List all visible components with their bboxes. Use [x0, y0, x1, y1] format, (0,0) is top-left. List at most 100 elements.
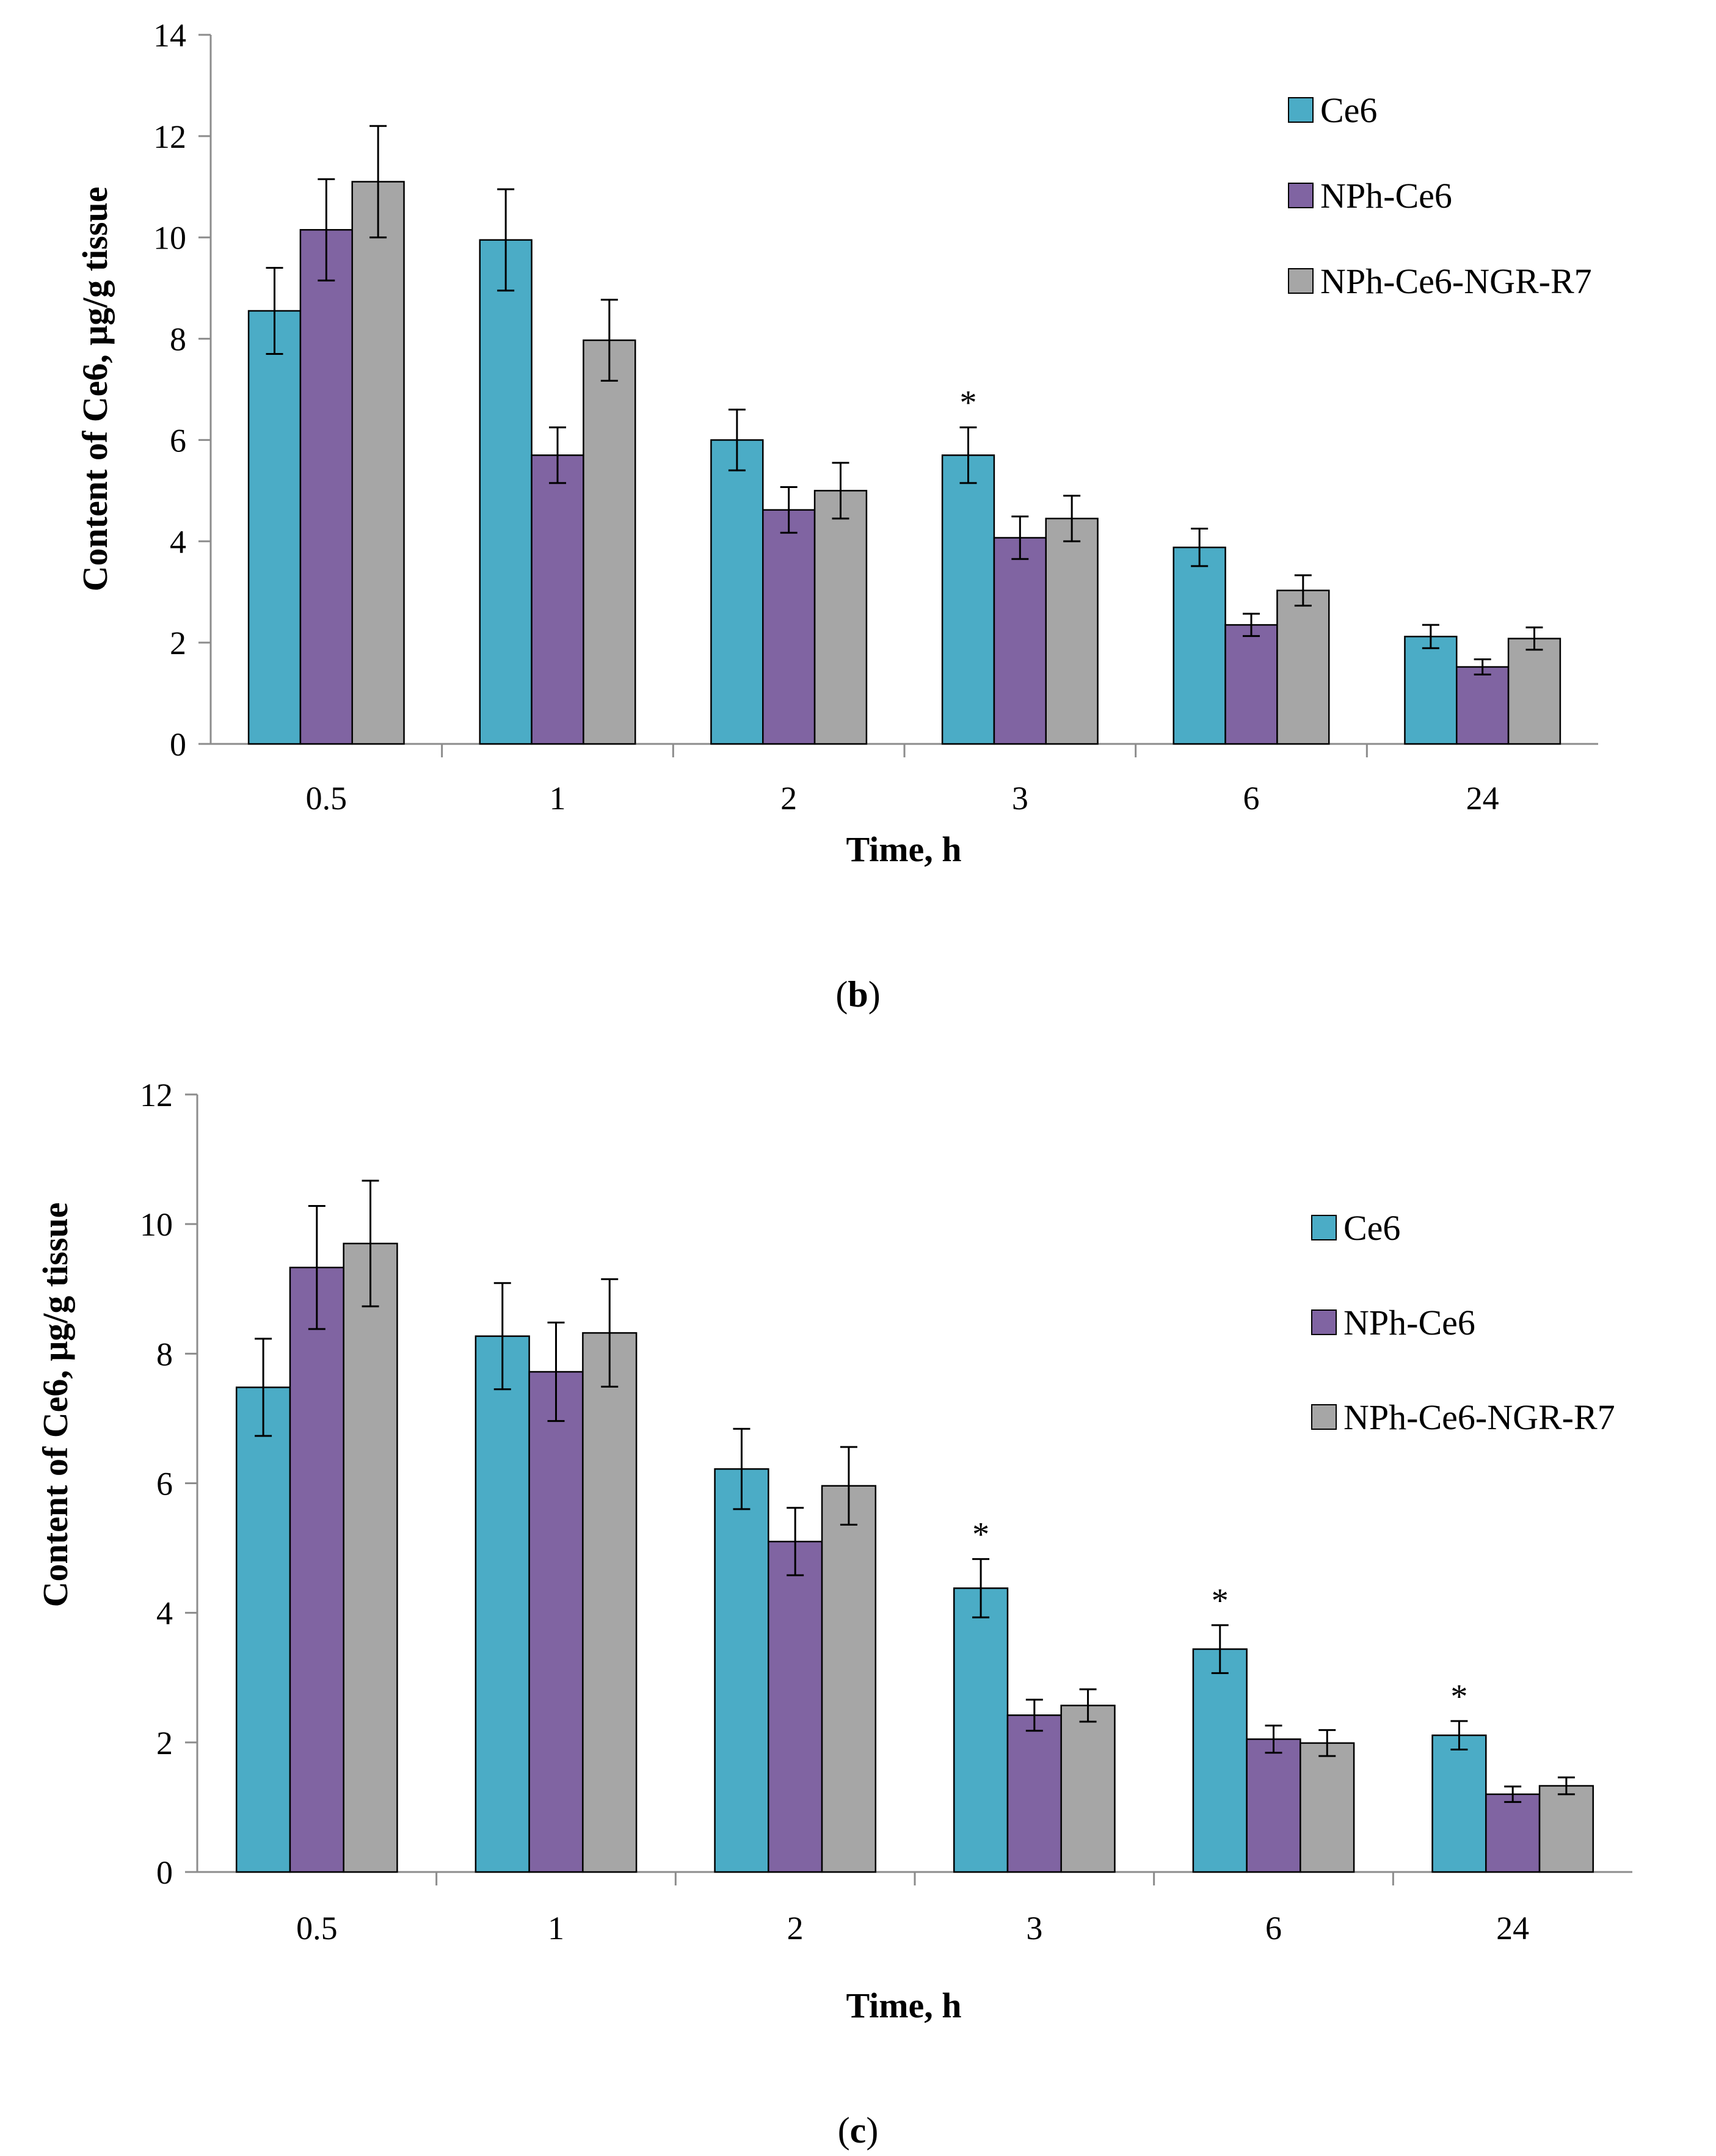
bar-nph-ce6-24 — [1485, 1793, 1541, 1873]
legend-label: Ce6 — [1320, 90, 1377, 130]
bar-nph-ce6-ngr-r7-3 — [1060, 1705, 1116, 1873]
y-tick-label: 6 — [170, 422, 186, 459]
error-bar — [840, 1446, 857, 1526]
x-tick-label: 3 — [1026, 1910, 1042, 1947]
x-tick-label: 2 — [787, 1910, 804, 1947]
x-tick-label: 0.5 — [296, 1910, 338, 1947]
bar-nph-ce6-0.5 — [299, 229, 353, 745]
error-bar — [549, 426, 566, 484]
error-bar — [1294, 574, 1312, 607]
x-tick-label: 3 — [1012, 780, 1028, 817]
error-bar — [780, 486, 798, 534]
legend: Ce6 NPh-Ce6 NPh-Ce6-NGR-R7 — [1311, 1208, 1615, 1437]
error-bar — [266, 266, 283, 355]
significance-marker: * — [960, 384, 977, 422]
panel-label: (c) — [838, 2110, 879, 2151]
bar-ce6-0.5 — [235, 1386, 291, 1873]
y-tick-label: 12 — [140, 1077, 173, 1113]
error-bar — [733, 1427, 751, 1510]
x-tick-label: 6 — [1265, 1910, 1282, 1947]
x-tick-label: 1 — [550, 780, 566, 817]
error-bar — [1422, 624, 1439, 649]
significance-marker: * — [1450, 1678, 1467, 1716]
error-bar — [1011, 515, 1029, 560]
y-tick-label: 0 — [156, 1854, 173, 1891]
bar-ce6-3 — [941, 454, 995, 745]
bar-nph-ce6-1 — [531, 454, 584, 745]
bar-nph-ce6-0.5 — [289, 1266, 344, 1873]
error-bar — [1504, 1785, 1522, 1803]
legend-swatch — [1311, 1215, 1337, 1240]
bar-ce6-1 — [479, 239, 533, 745]
error-bar — [601, 1278, 619, 1388]
bar-nph-ce6-2 — [762, 509, 816, 745]
legend-swatch — [1288, 97, 1314, 123]
legend-swatch — [1311, 1404, 1337, 1430]
bar-nph-ce6-3 — [1006, 1714, 1062, 1873]
y-tick-label: 12 — [153, 118, 186, 155]
error-bar — [369, 125, 387, 239]
error-bar — [1191, 528, 1209, 567]
y-tick-label: 14 — [153, 17, 186, 54]
bar-nph-ce6-1 — [528, 1371, 584, 1873]
significance-marker: * — [1212, 1582, 1229, 1620]
error-bar — [318, 178, 335, 282]
error-bar — [1025, 1699, 1043, 1732]
y-tick-label: 8 — [170, 321, 186, 358]
error-bar — [362, 1179, 379, 1308]
error-bar — [1243, 613, 1260, 637]
panel-label: (b) — [835, 974, 880, 1014]
x-axis-title: Time, h — [846, 829, 961, 869]
y-tick-label: 8 — [156, 1336, 173, 1372]
x-tick-label: 24 — [1466, 780, 1499, 817]
legend-swatch — [1288, 183, 1314, 208]
error-bar — [1525, 626, 1543, 651]
error-bar — [1318, 1729, 1336, 1757]
bar-nph-ce6-ngr-r7-24 — [1538, 1785, 1594, 1873]
bar-nph-ce6-ngr-r7-1 — [583, 339, 636, 745]
bar-nph-ce6-6 — [1246, 1738, 1301, 1873]
y-tick-label: 6 — [156, 1466, 173, 1502]
bar-ce6-24 — [1404, 635, 1458, 745]
bar-nph-ce6-24 — [1456, 666, 1510, 745]
error-bar — [493, 1282, 511, 1391]
y-tick-label: 4 — [156, 1595, 173, 1632]
bar-ce6-6 — [1192, 1648, 1248, 1873]
error-bar — [1557, 1776, 1575, 1796]
bar-nph-ce6-ngr-r7-0.5 — [351, 181, 405, 745]
y-tick-label: 2 — [156, 1725, 173, 1761]
y-tick-label: 4 — [170, 523, 186, 560]
x-tick-label: 0.5 — [306, 780, 347, 817]
error-bar — [1474, 658, 1491, 676]
x-tick-label: 6 — [1243, 780, 1260, 817]
bar-nph-ce6-3 — [993, 537, 1047, 745]
bar-nph-ce6-ngr-r7-3 — [1045, 517, 1099, 745]
error-bar — [959, 426, 977, 484]
x-tick-label: 1 — [548, 1910, 564, 1947]
bar-ce6-0.5 — [247, 310, 302, 745]
error-bar — [1450, 1720, 1468, 1751]
x-axis-title: Time, h — [846, 1986, 961, 2025]
bar-nph-ce6-6 — [1224, 624, 1278, 745]
legend-label: NPh-Ce6 — [1343, 1303, 1475, 1342]
bar-ce6-2 — [714, 1468, 769, 1873]
error-bar — [832, 462, 849, 520]
y-axis-title: Content of Ce6, μg/g tissue — [35, 1203, 75, 1608]
significance-marker: * — [972, 1516, 989, 1554]
y-tick-label: 10 — [140, 1206, 173, 1243]
bar-ce6-24 — [1431, 1734, 1487, 1873]
bar-nph-ce6-ngr-r7-0.5 — [343, 1242, 398, 1873]
x-tick-label: 24 — [1496, 1910, 1529, 1947]
bar-nph-ce6-ngr-r7-2 — [813, 490, 868, 745]
x-tick-label: 2 — [780, 780, 797, 817]
error-bar — [1079, 1688, 1097, 1723]
bar-nph-ce6-ngr-r7-24 — [1507, 638, 1561, 745]
bar-ce6-1 — [474, 1335, 530, 1873]
bar-nph-ce6-ngr-r7-6 — [1276, 589, 1330, 745]
bar-nph-ce6-2 — [768, 1540, 823, 1873]
legend-label: Ce6 — [1343, 1208, 1400, 1248]
legend-label: NPh-Ce6-NGR-R7 — [1343, 1397, 1615, 1437]
